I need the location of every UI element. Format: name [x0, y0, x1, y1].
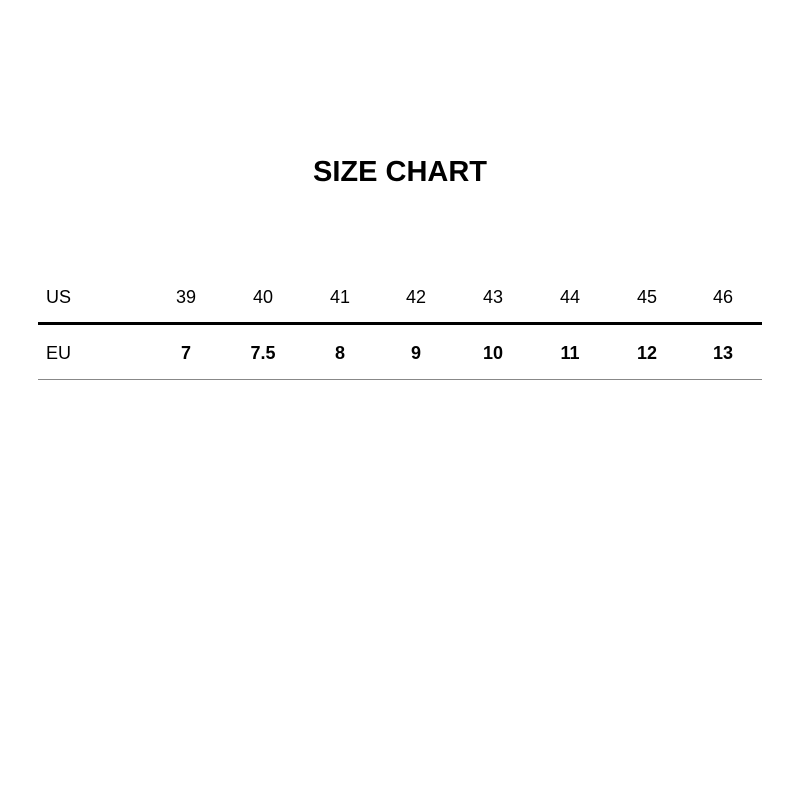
size-cell: 41 — [329, 287, 351, 307]
size-cell: 9 — [410, 343, 421, 363]
page-title: SIZE CHART — [313, 156, 487, 188]
row-label: US — [46, 287, 72, 307]
size-cell: 44 — [559, 287, 581, 307]
size-cell: 12 — [636, 343, 658, 363]
size-cell: 42 — [405, 287, 427, 307]
size-cell: 7.5 — [250, 343, 276, 363]
size-cell: 7 — [180, 343, 191, 363]
size-cell: 13 — [712, 343, 734, 363]
size-cell: 39 — [175, 287, 197, 307]
size-cell: 45 — [636, 287, 658, 307]
size-cell: 8 — [334, 343, 345, 363]
size-cell: 43 — [482, 287, 504, 307]
size-cell: 40 — [252, 287, 274, 307]
bottom-divider — [38, 379, 762, 380]
size-cell: 10 — [482, 343, 504, 363]
row-label: EU — [46, 343, 72, 363]
size-cell: 46 — [712, 287, 734, 307]
eu-size-row: EU 7 7.5 8 9 10 11 12 13 — [0, 341, 800, 365]
size-cell: 11 — [560, 343, 580, 363]
us-size-row: US 39 40 41 42 43 44 45 46 — [0, 285, 800, 309]
header-divider — [38, 322, 762, 325]
